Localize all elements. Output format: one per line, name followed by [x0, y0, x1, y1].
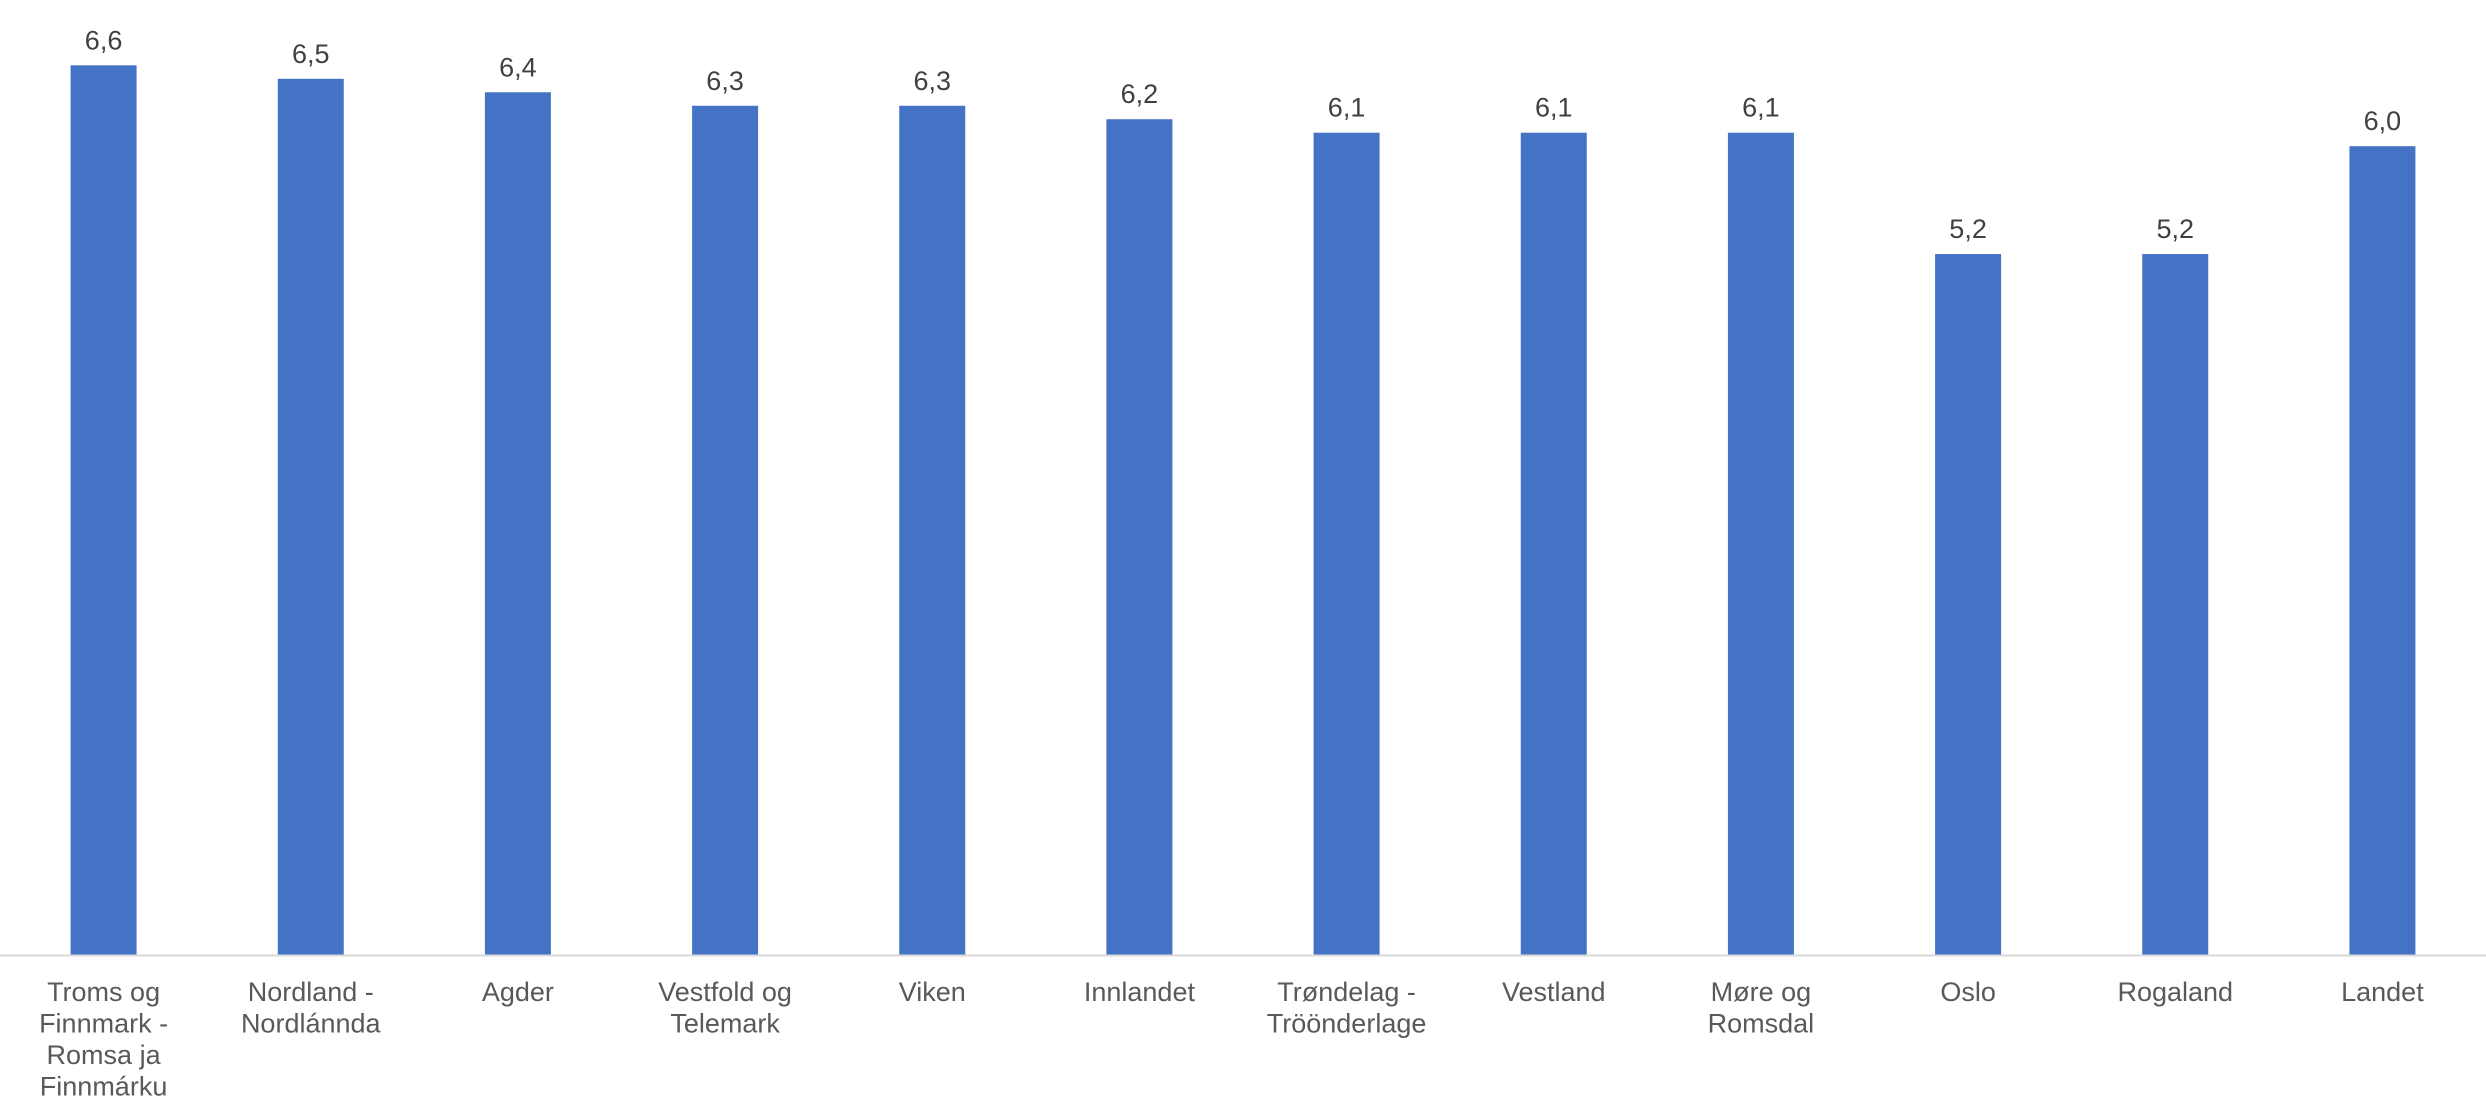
bar-7: [1313, 132, 1380, 956]
data-label-10: 5,2: [1949, 214, 1987, 244]
category-label-line: Romsdal: [1708, 1009, 1815, 1039]
category-label-line: Innlandet: [1084, 977, 1196, 1007]
bar-1: [70, 65, 137, 955]
category-label-4: Vestfold og Telemark: [658, 977, 792, 1039]
category-label-8: Vestland: [1502, 977, 1606, 1007]
category-label-3: Agder: [482, 977, 554, 1007]
data-label-1: 6,6: [85, 25, 123, 55]
data-label-12: 6,0: [2364, 106, 2402, 136]
category-label-line: Telemark: [670, 1009, 780, 1039]
data-label-9: 6,1: [1742, 93, 1780, 123]
bar-9: [1727, 132, 1794, 956]
category-label-9: Møre og Romsdal: [1708, 977, 1815, 1039]
category-label-line: Vestland: [1502, 977, 1606, 1007]
data-labels-group: 6,6 6,5 6,4 6,3 6,3 6,2 6,1 6,1 6,1 5,2 5,2 6,0: [85, 25, 2401, 244]
category-label-line: Viken: [899, 977, 966, 1007]
category-label-line: Agder: [482, 977, 554, 1007]
category-label-line: Landet: [2341, 977, 2424, 1007]
bar-2: [277, 78, 344, 956]
bar-12: [2349, 146, 2416, 955]
category-label-1: Troms og Finnmark -Romsa ja Finnmárku: [39, 977, 168, 1101]
category-label-line: Finnmárku: [40, 1072, 168, 1101]
data-label-4: 6,3: [706, 66, 744, 96]
data-label-3: 6,4: [499, 52, 537, 82]
category-label-2: Nordland -Nordlánnda: [241, 977, 382, 1039]
bar-10: [1935, 254, 2002, 956]
category-label-line: Tröönderlage: [1267, 1009, 1427, 1039]
category-label-6: Innlandet: [1084, 977, 1196, 1007]
bar-6: [1106, 119, 1173, 956]
category-label-line: Oslo: [1940, 977, 1996, 1007]
bar-5: [899, 105, 966, 955]
category-label-10: Oslo: [1940, 977, 1996, 1007]
category-label-line: Nordlánnda: [241, 1009, 382, 1039]
data-label-7: 6,1: [1328, 93, 1366, 123]
data-label-11: 5,2: [2156, 214, 2194, 244]
category-label-line: Vestfold og: [658, 977, 792, 1007]
data-label-8: 6,1: [1535, 93, 1573, 123]
data-label-2: 6,5: [292, 39, 330, 69]
category-label-line: Finnmark -: [39, 1009, 168, 1039]
category-labels-group: Troms og Finnmark -Romsa ja Finnmárku Nordl…: [39, 977, 2424, 1101]
category-label-11: Rogaland: [2117, 977, 2233, 1007]
category-label-7: Trøndelag -Tröönderlage: [1267, 977, 1427, 1039]
category-label-line: Trøndelag -: [1277, 977, 1416, 1007]
bars-group: [70, 65, 2416, 956]
bar-8: [1520, 132, 1587, 956]
category-label-12: Landet: [2341, 977, 2424, 1007]
category-label-line: Møre og: [1711, 977, 1812, 1007]
bar-11: [2142, 254, 2209, 956]
category-label-line: Romsa ja: [47, 1040, 162, 1070]
category-label-line: Troms og: [47, 977, 160, 1007]
bar-4: [692, 105, 759, 955]
data-label-5: 6,3: [913, 66, 951, 96]
category-label-line: Nordland -: [248, 977, 374, 1007]
category-label-line: Rogaland: [2117, 977, 2233, 1007]
bar-3: [484, 92, 551, 955]
data-label-6: 6,2: [1121, 79, 1159, 109]
category-label-5: Viken: [899, 977, 966, 1007]
